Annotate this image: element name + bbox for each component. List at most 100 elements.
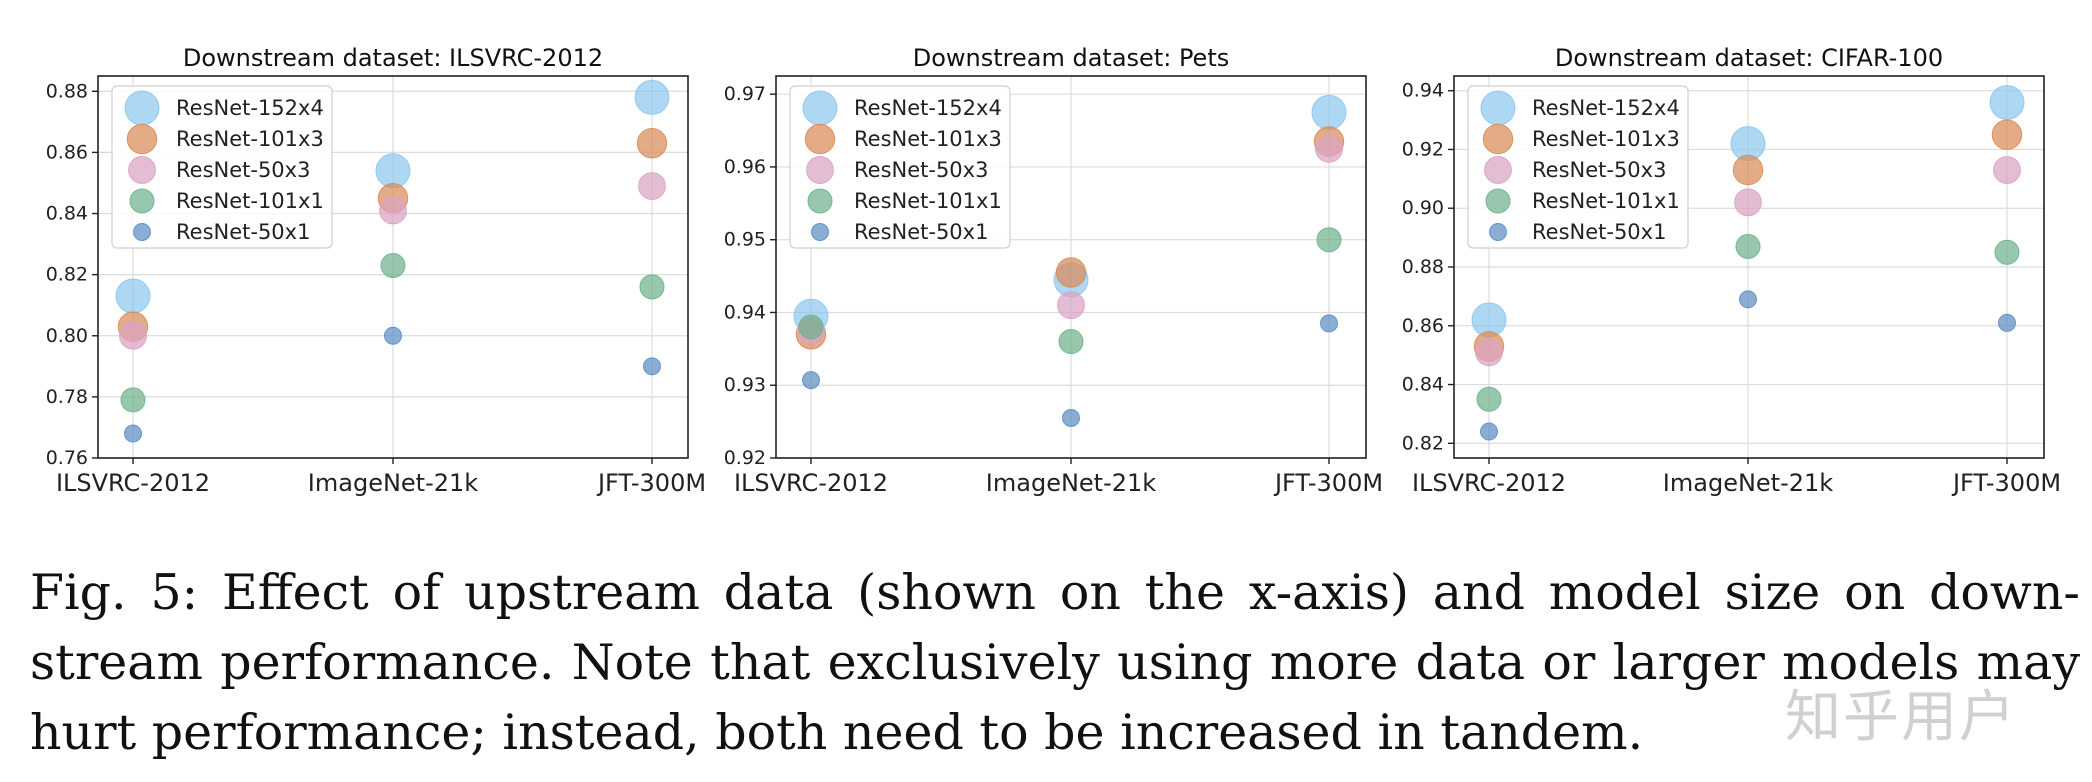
legend-box [789, 85, 1011, 249]
data-point-resnet-50x1 [124, 424, 142, 443]
legend-marker [124, 90, 160, 126]
legend-box [1467, 85, 1689, 249]
legend-label: ResNet-50x3 [1532, 158, 1666, 182]
data-point-resnet-50x3 [1315, 134, 1343, 163]
y-tick-label: 0.84 [1402, 374, 1444, 396]
legend-marker [129, 188, 155, 214]
y-tick-label: 0.76 [46, 447, 88, 469]
data-point-resnet-50x3 [1734, 188, 1762, 217]
legend-marker [811, 223, 829, 241]
y-tick-label: 0.93 [724, 374, 766, 396]
y-tick-label: 0.95 [724, 229, 766, 251]
y-tick-label: 0.84 [46, 203, 88, 225]
legend-marker [806, 156, 834, 184]
x-tick-label: JFT-300M [1951, 469, 2061, 497]
y-tick-label: 0.92 [1402, 138, 1444, 160]
data-point-resnet-152x4 [375, 153, 411, 189]
chart-panel-cifar100: 0.82 0.84 0.86 0.88 0.90 0.92 0.94 ILSVRC-2012 I… [1402, 44, 2061, 497]
chart-title: Downstream dataset: ILSVRC-2012 [183, 44, 603, 72]
chart-panel-ilsvrc: 0.76 0.78 0.80 0.82 0.84 0.86 0.88 ILSVRC-2012 I… [46, 44, 706, 497]
legend-marker [804, 123, 836, 155]
y-tick-label: 0.92 [724, 447, 766, 469]
data-point-resnet-101x1 [1994, 239, 2020, 265]
y-tick-label: 0.97 [724, 83, 766, 105]
legend-marker [1480, 90, 1516, 126]
y-tick-label: 0.86 [1402, 315, 1444, 337]
x-tick-label: JFT-300M [596, 469, 706, 497]
y-tick-label: 0.80 [46, 325, 88, 347]
legend-marker [1485, 188, 1511, 214]
legend-label: ResNet-101x1 [176, 189, 324, 213]
legend-marker [807, 188, 833, 214]
legend-label: ResNet-101x3 [1532, 127, 1680, 151]
legend-label: ResNet-152x4 [176, 96, 324, 120]
legend-label: ResNet-152x4 [1532, 96, 1680, 120]
data-point-resnet-50x1 [1320, 314, 1338, 333]
figure-charts: 0.76 0.78 0.80 0.82 0.84 0.86 0.88 ILSVRC-2012 I… [46, 44, 2061, 497]
data-point-resnet-101x3 [1732, 154, 1764, 186]
legend-marker [1484, 156, 1512, 184]
data-point-resnet-101x1 [1316, 227, 1342, 253]
data-point-resnet-101x1 [1058, 329, 1084, 355]
chart-panel-pets: 0.92 0.93 0.94 0.95 0.96 0.97 ILSVRC-2012 Image… [724, 44, 1383, 497]
data-point-resnet-101x3 [1055, 257, 1087, 288]
legend-marker [128, 156, 156, 184]
data-point-resnet-101x1 [639, 274, 665, 300]
legend-label: ResNet-101x1 [854, 189, 1002, 213]
legend-marker [126, 123, 158, 155]
data-point-resnet-152x4 [1989, 84, 2025, 120]
legend-marker [1489, 223, 1507, 241]
data-point-resnet-101x1 [120, 387, 146, 413]
watermark: 知乎用户 [1785, 685, 2017, 750]
legend-label: ResNet-50x3 [176, 158, 310, 182]
legend-label: ResNet-101x1 [1532, 189, 1680, 213]
x-tick-label: ILSVRC-2012 [734, 469, 888, 497]
y-tick-label: 0.88 [46, 80, 88, 102]
x-tick-label: JFT-300M [1273, 469, 1383, 497]
legend-box [111, 85, 333, 249]
data-point-resnet-101x1 [1735, 233, 1761, 259]
legend-label: ResNet-101x3 [854, 127, 1002, 151]
caption-line-1: Fig. 5: Effect of upstream data (shown o… [30, 564, 2080, 621]
data-point-resnet-50x1 [643, 357, 661, 376]
y-tick-label: 0.86 [46, 141, 88, 163]
y-tick-label: 0.82 [1402, 432, 1444, 454]
data-point-resnet-50x1 [802, 371, 820, 390]
data-point-resnet-101x1 [798, 314, 824, 340]
data-point-resnet-50x1 [1739, 290, 1757, 309]
legend-label: ResNet-50x1 [854, 220, 988, 244]
y-tick-label: 0.82 [46, 264, 88, 286]
x-tick-label: ImageNet-21k [1663, 469, 1833, 497]
data-point-resnet-152x4 [115, 278, 151, 314]
y-tick-label: 0.94 [724, 301, 766, 323]
data-point-resnet-50x1 [1480, 422, 1498, 441]
data-point-resnet-152x4 [634, 79, 670, 115]
legend-label: ResNet-50x1 [176, 220, 310, 244]
x-tick-label: ILSVRC-2012 [56, 469, 210, 497]
caption-line-2: stream performance. Note that exclusivel… [30, 634, 2080, 691]
y-tick-label: 0.78 [46, 386, 88, 408]
chart-title: Downstream dataset: Pets [913, 44, 1230, 72]
figure-caption: Fig. 5: Effect of upstream data (shown o… [30, 558, 2080, 768]
data-point-resnet-101x3 [1991, 119, 2023, 150]
data-point-resnet-50x3 [1993, 156, 2021, 184]
data-point-resnet-50x3 [379, 196, 407, 225]
x-tick-label: ImageNet-21k [986, 469, 1156, 497]
data-point-resnet-50x1 [384, 326, 402, 345]
legend-marker [802, 90, 838, 126]
data-point-resnet-50x3 [119, 321, 147, 350]
data-point-resnet-50x1 [1998, 313, 2016, 332]
legend-marker [1482, 123, 1514, 155]
y-tick-label: 0.90 [1402, 197, 1444, 219]
y-tick-label: 0.94 [1402, 80, 1444, 102]
data-point-resnet-101x3 [636, 128, 668, 159]
data-point-resnet-101x1 [1476, 386, 1502, 412]
y-tick-label: 0.88 [1402, 256, 1444, 278]
legend-label: ResNet-50x1 [1532, 220, 1666, 244]
y-tick-label: 0.96 [724, 156, 766, 178]
data-point-resnet-50x3 [1475, 338, 1503, 367]
data-point-resnet-50x3 [1057, 291, 1085, 320]
legend-label: ResNet-152x4 [854, 96, 1002, 120]
data-point-resnet-50x3 [638, 172, 666, 200]
legend-label: ResNet-101x3 [176, 127, 324, 151]
